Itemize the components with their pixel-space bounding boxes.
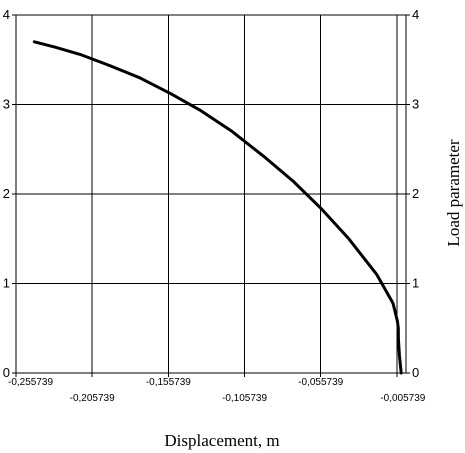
x-tick-label: -0,155739 [146,377,191,388]
y-tick-label-right: 2 [412,186,419,201]
tick-labels: 0 0 1 1 2 2 3 3 4 4 -0,255739 -0,205739 -0,155739 -0,… [3,7,426,404]
y-tick-label-left: 0 [3,365,10,380]
y-tick-label-left: 1 [3,276,10,291]
series [32,40,403,375]
y-axis-title-right: Load parameter [444,139,463,246]
grid [16,14,406,373]
y-tick-label-left: 3 [3,97,10,112]
y-tick-label-left: 4 [3,7,10,22]
x-tick-label: -0,055739 [298,377,343,388]
y-tick-label-right: 1 [412,276,419,291]
axes [12,14,410,377]
y-tick-label-left: 2 [3,186,10,201]
x-axis-title: Displacement, m [164,431,279,450]
x-tick-label: -0,005739 [380,393,425,404]
y-tick-label-right: 0 [412,365,419,380]
x-tick-label: -0,105739 [222,393,267,404]
x-tick-label: -0,255739 [8,377,53,388]
series-line [32,40,403,375]
y-tick-label-right: 4 [412,7,419,22]
y-tick-label-right: 3 [412,97,419,112]
x-tick-label: -0,205739 [70,393,115,404]
